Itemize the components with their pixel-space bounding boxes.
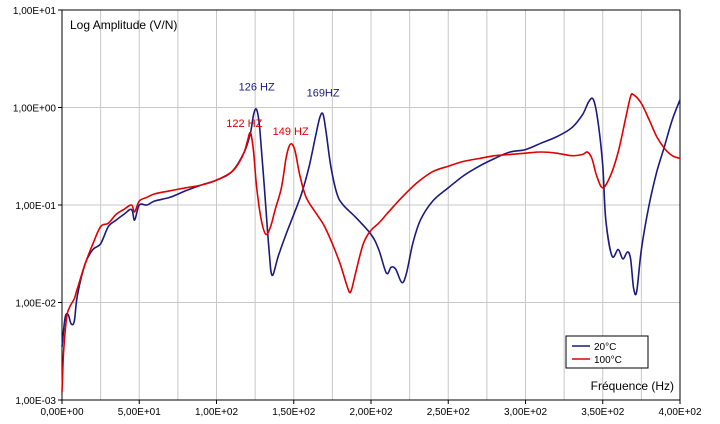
grid [62, 10, 680, 400]
peak-annotation: 149 HZ [273, 126, 309, 138]
y-axis-title: Log Amplitude (V/N) [70, 18, 177, 32]
legend-label: 20°C [594, 342, 616, 353]
peak-annotation: 169HZ [307, 87, 340, 99]
x-tick-label: 3,00E+02 [504, 407, 548, 418]
x-axis-ticks: 0,00E+00 5,00E+01 1,00E+02 1,50E+02 2,00E+02… [40, 400, 702, 418]
y-tick-label: 1,00E-01 [15, 201, 56, 212]
x-tick-label: 3,50E+02 [581, 407, 625, 418]
x-tick-label: 1,50E+02 [272, 407, 316, 418]
x-axis-title: Fréquence (Hz) [591, 379, 674, 393]
y-tick-label: 1,00E-02 [15, 299, 56, 310]
x-tick-label: 0,00E+00 [40, 407, 84, 418]
x-tick-label: 2,00E+02 [349, 407, 393, 418]
series-line-100c [61, 92, 681, 393]
legend: 20°C 100°C [565, 335, 649, 369]
peak-annotation: 122 HZ [226, 118, 262, 130]
y-tick-label: 1,00E+01 [13, 6, 57, 17]
series-line-20c [61, 97, 681, 348]
y-tick-label: 1,00E+00 [13, 104, 57, 115]
series-group [61, 92, 681, 393]
annotations: 126 HZ 169HZ 122 HZ 149 HZ [226, 81, 340, 138]
x-tick-label: 1,00E+02 [195, 407, 239, 418]
legend-label: 100°C [594, 355, 622, 366]
x-tick-label: 2,50E+02 [427, 407, 471, 418]
x-tick-label: 4,00E+02 [658, 407, 702, 418]
x-tick-label: 5,00E+01 [118, 407, 162, 418]
y-tick-label: 1,00E-03 [15, 396, 56, 407]
legend-box [565, 335, 649, 369]
y-axis-ticks: 1,00E-03 1,00E-02 1,00E-01 1,00E+00 1,00E+01 [13, 6, 62, 407]
peak-annotation: 126 HZ [239, 81, 275, 93]
